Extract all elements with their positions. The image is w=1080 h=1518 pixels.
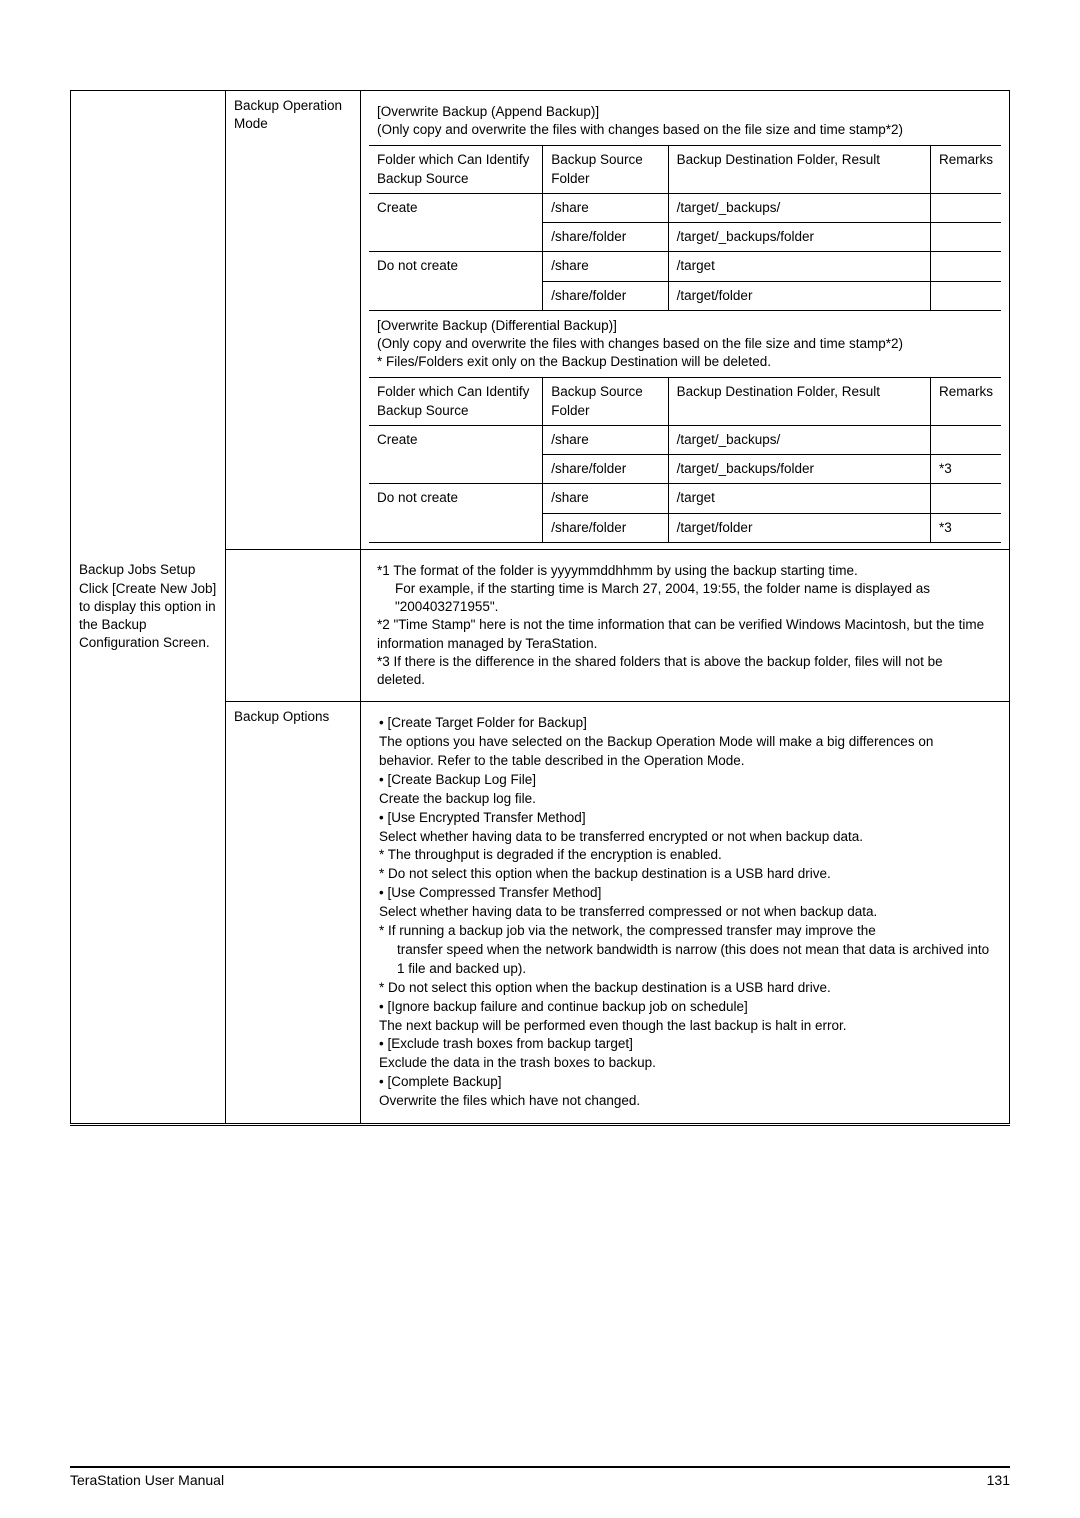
append-title: [Overwrite Backup (Append Backup)] (377, 103, 993, 121)
opt-line: • [Ignore backup failure and continue ba… (379, 998, 991, 1017)
table-cell (930, 252, 1001, 281)
opt-line: • [Create Target Folder for Backup] (379, 714, 991, 733)
opt-line: Select whether having data to be transfe… (379, 828, 991, 847)
diff-note: * Files/Folders exit only on the Backup … (377, 353, 993, 371)
opt-line: The next backup will be performed even t… (379, 1017, 991, 1036)
diff-desc: (Only copy and overwrite the files with … (377, 335, 993, 353)
empty-cell (226, 549, 361, 702)
page-footer: TeraStation User Manual 131 (70, 1466, 1010, 1488)
table-cell: /share/folder (543, 513, 668, 542)
footnotes-block: *1 The format of the folder is yyyymmddh… (369, 556, 1001, 696)
opt-line: • [Use Encrypted Transfer Method] (379, 809, 991, 828)
opt-line: Select whether having data to be transfe… (379, 903, 991, 922)
opt-line: * Do not select this option when the bac… (379, 865, 991, 884)
append-h-dest: Backup Destination Folder, Result (668, 146, 930, 193)
table-cell: *3 (930, 455, 1001, 484)
table-cell: /target (668, 484, 930, 513)
table-cell: /share (543, 425, 668, 454)
table-cell: /target/_backups/folder (668, 455, 930, 484)
opt-line: • [Create Backup Log File] (379, 771, 991, 790)
table-cell (930, 193, 1001, 222)
diff-table: Folder which Can Identify Backup Source … (369, 377, 1001, 542)
table-cell: /target/_backups/ (668, 425, 930, 454)
table-cell: /share/folder (543, 281, 668, 310)
append-h-rem: Remarks (930, 146, 1001, 193)
table-cell: /share (543, 252, 668, 281)
table-cell: Do not create (369, 252, 543, 310)
diff-title: [Overwrite Backup (Differential Backup)] (377, 317, 993, 335)
table-cell: Create (369, 193, 543, 251)
operation-mode-content: [Overwrite Backup (Append Backup)] (Only… (361, 91, 1010, 550)
diff-h-ident: Folder which Can Identify Backup Source (369, 378, 543, 425)
operation-mode-label: Backup Operation Mode (226, 91, 361, 550)
opt-line: * If running a backup job via the networ… (379, 922, 991, 941)
table-cell (930, 281, 1001, 310)
append-h-ident: Folder which Can Identify Backup Source (369, 146, 543, 193)
backup-options-content: • [Create Target Folder for Backup] The … (361, 702, 1010, 1124)
diff-h-rem: Remarks (930, 378, 1001, 425)
append-table: Folder which Can Identify Backup Source … (369, 145, 1001, 310)
footer-title: TeraStation User Manual (70, 1472, 224, 1488)
opt-line: Exclude the data in the trash boxes to b… (379, 1054, 991, 1073)
footnotes-cell: *1 The format of the folder is yyyymmddh… (361, 549, 1010, 702)
backup-options-label: Backup Options (226, 702, 361, 1124)
table-cell: *3 (930, 513, 1001, 542)
backup-jobs-setup-label: Backup Jobs Setup Click [Create New Job]… (71, 91, 226, 1124)
diff-backup-header: [Overwrite Backup (Differential Backup)]… (369, 311, 1001, 378)
opt-line: • [Use Compressed Transfer Method] (379, 884, 991, 903)
table-cell: /share/folder (543, 455, 668, 484)
footnote-3: *3 If there is the difference in the sha… (377, 653, 993, 689)
opt-line: • [Complete Backup] (379, 1073, 991, 1092)
diff-h-dest: Backup Destination Folder, Result (668, 378, 930, 425)
table-cell: /share/folder (543, 223, 668, 252)
table-cell (930, 425, 1001, 454)
table-cell (930, 484, 1001, 513)
table-cell: /share (543, 193, 668, 222)
table-cell: Create (369, 425, 543, 483)
opt-line: • [Exclude trash boxes from backup targe… (379, 1035, 991, 1054)
table-cell: /target (668, 252, 930, 281)
table-cell: /target/_backups/ (668, 193, 930, 222)
append-backup-header: [Overwrite Backup (Append Backup)] (Only… (369, 97, 1001, 145)
append-desc: (Only copy and overwrite the files with … (377, 121, 993, 139)
opt-line: transfer speed when the network bandwidt… (379, 941, 991, 979)
table-cell: /target/folder (668, 513, 930, 542)
footnote-1b: For example, if the starting time is Mar… (377, 580, 993, 616)
footnote-2: *2 "Time Stamp" here is not the time inf… (377, 616, 993, 652)
opt-line: * The throughput is degraded if the encr… (379, 846, 991, 865)
table-cell (930, 223, 1001, 252)
footer-page-number: 131 (987, 1472, 1010, 1488)
backup-config-table: Backup Jobs Setup Click [Create New Job]… (70, 90, 1010, 1124)
options-list: • [Create Target Folder for Backup] The … (369, 708, 1001, 1117)
table-cell: /target/_backups/folder (668, 223, 930, 252)
table-cell: /share (543, 484, 668, 513)
append-h-src: Backup Source Folder (543, 146, 668, 193)
table-cell: /target/folder (668, 281, 930, 310)
footnote-1a: *1 The format of the folder is yyyymmddh… (377, 562, 993, 580)
opt-line: * Do not select this option when the bac… (379, 979, 991, 998)
opt-line: The options you have selected on the Bac… (379, 733, 991, 771)
opt-line: Create the backup log file. (379, 790, 991, 809)
diff-h-src: Backup Source Folder (543, 378, 668, 425)
opt-line: Overwrite the files which have not chang… (379, 1092, 991, 1111)
table-cell: Do not create (369, 484, 543, 542)
